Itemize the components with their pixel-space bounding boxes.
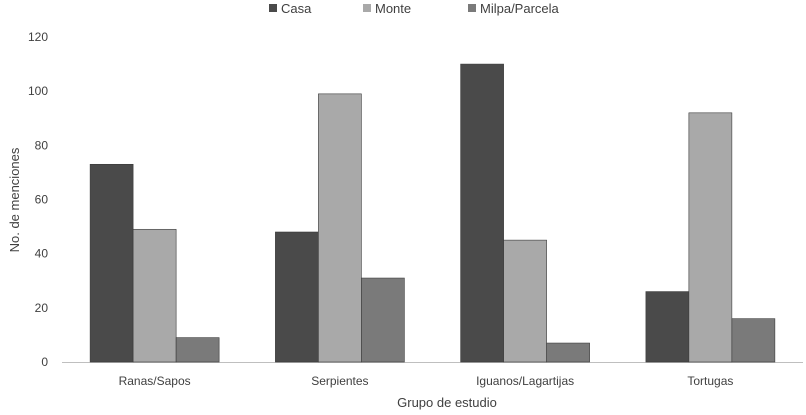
- y-tick-label: 120: [28, 30, 48, 44]
- bar-casa-iguanos-lagartijas: [460, 63, 504, 363]
- bar-monte-serpientes: [318, 93, 362, 363]
- y-tick-label: 100: [28, 84, 48, 98]
- bar-casa-ranas-sapos: [89, 163, 134, 363]
- x-tick-label: Iguanos/Lagartijas: [476, 374, 574, 388]
- x-axis-ticks: Ranas/Sapos Serpientes Iguanos/Lagartijas T…: [119, 374, 734, 388]
- legend-swatch: [363, 4, 371, 12]
- y-tick-label: 80: [35, 138, 49, 152]
- legend-swatch: [269, 4, 277, 12]
- bar-monte-iguanos-lagartijas: [503, 239, 547, 363]
- y-tick-label: 40: [35, 247, 49, 261]
- y-tick-label: 60: [35, 193, 49, 207]
- bar-milpa-parcela-tortugas: [731, 318, 776, 363]
- x-tick-label: Ranas/Sapos: [119, 374, 191, 388]
- x-tick-label: Serpientes: [311, 374, 368, 388]
- x-axis-label: Grupo de estudio: [397, 395, 497, 410]
- x-tick-label: Tortugas: [687, 374, 733, 388]
- bar-casa-serpientes: [275, 231, 319, 363]
- bar-milpa-parcela-serpientes: [361, 277, 405, 363]
- bar-milpa-parcela-iguanos-lagartijas: [546, 342, 590, 363]
- legend-swatch: [468, 4, 476, 12]
- legend-label: Monte: [375, 1, 411, 16]
- y-axis-label: No. de menciones: [7, 147, 22, 252]
- y-tick-label: 20: [35, 301, 49, 315]
- bar-milpa-parcela-ranas-sapos: [175, 337, 220, 363]
- bar-casa-tortugas: [645, 291, 690, 363]
- y-tick-label: 0: [41, 355, 48, 369]
- legend-label: Casa: [281, 1, 312, 16]
- legend-label: Milpa/Parcela: [480, 1, 560, 16]
- legend: Casa Monte Milpa/Parcela: [269, 1, 560, 16]
- bar-monte-ranas-sapos: [132, 228, 177, 363]
- y-axis-ticks: 0 20 40 60 80 100 120: [28, 30, 48, 369]
- bars: [89, 63, 776, 363]
- bar-monte-tortugas: [688, 112, 733, 363]
